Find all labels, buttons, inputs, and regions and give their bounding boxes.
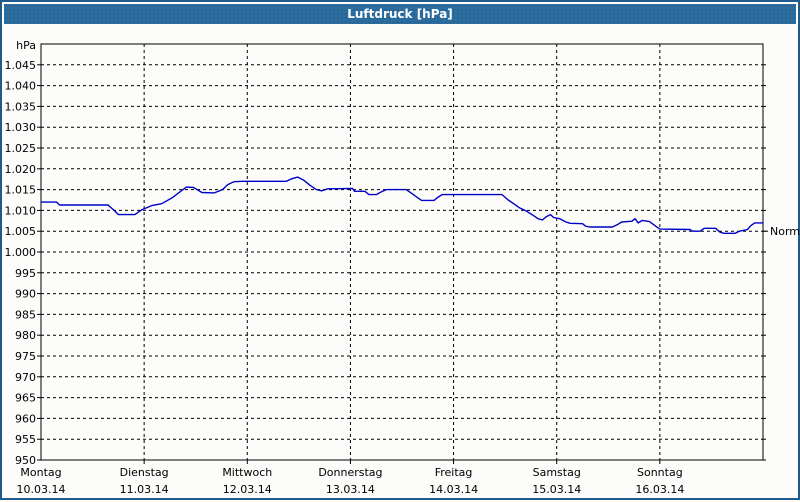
y-axis-tick-label: 1.035 [5, 100, 37, 113]
y-axis-tick-label: 1.045 [5, 59, 37, 72]
y-axis-tick-label: 950 [15, 454, 36, 467]
x-axis-day-label: Montag [20, 466, 61, 479]
y-axis-tick-label: 1.005 [5, 225, 37, 238]
x-axis-day-label: Freitag [435, 466, 473, 479]
x-axis-day-label: Dienstag [120, 466, 169, 479]
y-axis-unit-label: hPa [16, 39, 36, 52]
y-axis-tick-label: 980 [15, 329, 36, 342]
y-axis-tick-label: 1.015 [5, 184, 37, 197]
x-axis-day-label: Mittwoch [222, 466, 272, 479]
y-axis-tick-label: 970 [15, 371, 36, 384]
y-axis-tick-label: 975 [15, 350, 36, 363]
y-axis-tick-label: 1.040 [5, 80, 37, 93]
y-axis-tick-label: 995 [15, 267, 36, 280]
y-axis-tick-label: 1.020 [5, 163, 37, 176]
x-axis-date-label: 16.03.14 [635, 483, 684, 496]
y-axis-tick-label: 955 [15, 433, 36, 446]
plot-border [40, 43, 764, 461]
y-axis-tick-label: 1.010 [5, 204, 37, 217]
normal-marker-label: Normal [770, 225, 800, 238]
title-bar: Luftdruck [hPa] [4, 4, 796, 24]
x-axis-date-label: 12.03.14 [223, 483, 272, 496]
x-axis-date-label: 14.03.14 [429, 483, 478, 496]
y-axis-tick-label: 965 [15, 392, 36, 405]
y-axis-tick-label: 1.000 [5, 246, 37, 259]
y-axis-tick-label: 1.025 [5, 142, 37, 155]
pressure-line [40, 176, 764, 235]
x-axis-date-label: 10.03.14 [17, 483, 66, 496]
x-axis-day-label: Sonntag [637, 466, 683, 479]
x-axis-date-label: 15.03.14 [532, 483, 581, 496]
x-axis-date-label: 13.03.14 [326, 483, 375, 496]
x-axis-day-label: Donnerstag [318, 466, 382, 479]
x-axis-day-label: Samstag [533, 466, 581, 479]
y-axis-tick-label: 990 [15, 288, 36, 301]
page-title: Luftdruck [hPa] [347, 7, 453, 21]
x-axis-date-label: 11.03.14 [120, 483, 169, 496]
y-axis-tick-label: 985 [15, 308, 36, 321]
y-axis-tick-label: 1.030 [5, 121, 37, 134]
y-axis-tick-label: 960 [15, 412, 36, 425]
